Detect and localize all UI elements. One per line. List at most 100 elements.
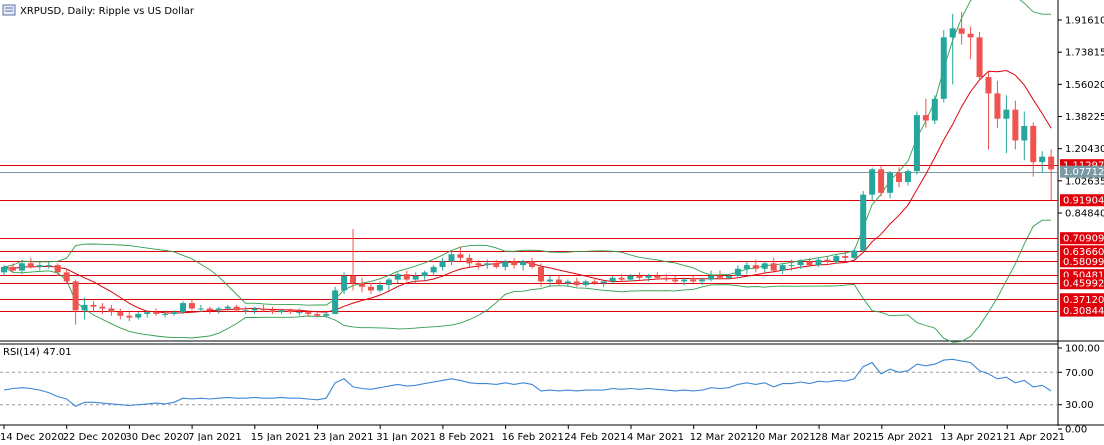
candle (242, 306, 249, 314)
candle (350, 228, 357, 291)
time-tick-label: 5 Apr 2021 (878, 432, 933, 441)
rsi-pane: 100.00 70.00 30.00 0.00 (0, 344, 1100, 436)
candle-body (672, 279, 679, 282)
level-tag-box (1060, 293, 1104, 306)
candle-body (224, 306, 231, 309)
candle-body (1, 266, 7, 273)
candle-body (63, 272, 70, 282)
candle (645, 274, 652, 282)
candle-body (851, 250, 858, 258)
candle-body (940, 37, 947, 99)
candle (224, 304, 231, 313)
level-tag-label: 1.07712 (1063, 167, 1104, 178)
candle (1030, 122, 1037, 177)
candle-body (725, 275, 732, 278)
candle (636, 272, 643, 280)
candle (36, 261, 43, 271)
candle (466, 254, 473, 267)
candle (582, 279, 589, 287)
candle (260, 304, 267, 313)
candle (1039, 151, 1046, 173)
level-tag: 0.91904 (1060, 194, 1104, 207)
candle (394, 272, 401, 284)
candle (869, 167, 876, 201)
candle-body (546, 279, 553, 282)
time-tick-label: 30 Dec 2020 (125, 432, 189, 441)
candle-body (896, 172, 902, 182)
candle-body (1021, 125, 1028, 141)
level-tag-box (1060, 165, 1104, 178)
candle-body (126, 315, 133, 318)
candle (654, 272, 661, 280)
candle (734, 265, 741, 278)
candle (663, 274, 670, 282)
candle-body (636, 275, 643, 278)
candle-body (815, 259, 822, 266)
candle (860, 191, 867, 253)
candle-body (734, 268, 741, 276)
candle (287, 308, 294, 314)
candle-body (967, 33, 974, 38)
candle-body (9, 266, 16, 271)
candle-body (1030, 125, 1037, 163)
candle-body (1048, 156, 1055, 170)
candle-body (976, 37, 983, 78)
candle-body (144, 312, 151, 314)
level-tag: 0.37120 (1060, 293, 1104, 306)
candle (546, 275, 553, 287)
candle-body (878, 169, 885, 193)
candle (797, 259, 804, 269)
candle-body (197, 308, 204, 310)
candle-body (412, 275, 419, 280)
candle-body (1039, 156, 1046, 163)
candle (1003, 95, 1010, 154)
candle-body (484, 263, 491, 266)
candle-body (466, 257, 473, 264)
candle (672, 275, 679, 284)
candle (126, 312, 133, 322)
candle (609, 275, 616, 284)
level-tag-box (1060, 255, 1104, 268)
candle (627, 274, 634, 282)
price-tick-label: 1.38225 (1065, 112, 1104, 123)
candle-body (287, 310, 294, 313)
candle-body (824, 259, 831, 262)
candle (761, 261, 768, 273)
candle (994, 80, 1001, 128)
candle (878, 165, 885, 197)
candle (681, 277, 688, 286)
candle (815, 257, 822, 267)
candle-body (260, 308, 267, 311)
candle-body (45, 265, 52, 267)
level-tag-box (1060, 232, 1104, 245)
candle (135, 312, 142, 320)
candle-body (860, 194, 867, 251)
candle (591, 277, 598, 286)
price-axis: 1.91610 1.73815 1.56020 1.38225 1.20430 1.026… (1058, 16, 1104, 220)
candle-body (341, 275, 348, 291)
candle-body (770, 263, 777, 271)
candle (188, 299, 195, 311)
candle-body (27, 263, 34, 267)
candle (708, 270, 715, 282)
candle-body (645, 275, 652, 278)
candle-body (520, 261, 527, 266)
candle (985, 71, 992, 150)
candle-body (394, 274, 401, 280)
candle (940, 30, 947, 103)
candle (323, 312, 330, 318)
candle (457, 247, 464, 262)
candle (412, 272, 419, 284)
candle-body (171, 312, 178, 314)
level-tag-label: 0.45992 (1063, 279, 1104, 290)
candle-body (555, 279, 562, 284)
candle-body (367, 286, 374, 291)
candle (922, 98, 929, 128)
candle-body (582, 281, 589, 286)
rsi-tick-label: 100.00 (1065, 344, 1100, 355)
candle (555, 275, 562, 286)
candle-body (421, 272, 428, 276)
candle-body (332, 290, 339, 314)
candle-body (761, 263, 768, 269)
